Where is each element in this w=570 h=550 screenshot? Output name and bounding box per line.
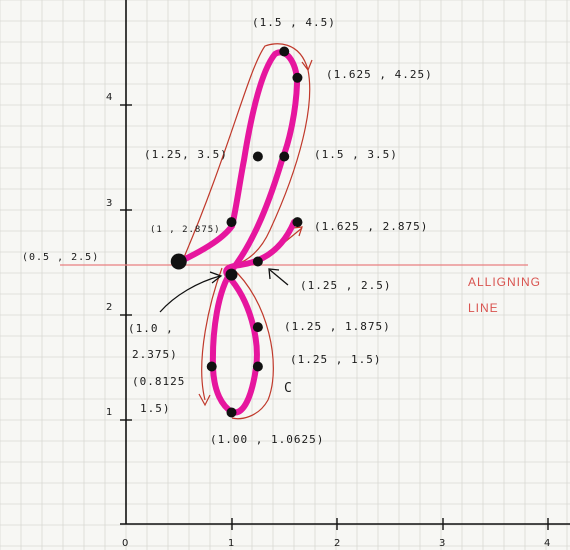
annotation-1-625-4-25: (1.625 , 4.25) bbox=[326, 68, 433, 81]
point-0 bbox=[279, 46, 290, 57]
point-7 bbox=[252, 256, 263, 267]
point-1 bbox=[292, 72, 303, 83]
point-9 bbox=[252, 322, 263, 333]
arrowhead-point-1-0-2-375 bbox=[209, 271, 223, 284]
point-10 bbox=[252, 361, 263, 372]
annotation-1-25-2-5: (1.25 , 2.5) bbox=[300, 279, 391, 292]
point-4 bbox=[226, 217, 237, 228]
points-layer bbox=[170, 46, 303, 418]
annotation-1-25-1-875: (1.25 , 1.875) bbox=[284, 320, 391, 333]
annotation-0-8125-line1: (0.8125 bbox=[132, 375, 185, 388]
y-tick-label-1: 1 bbox=[106, 407, 112, 418]
guide-arrowhead-right bbox=[292, 226, 303, 237]
x-tick-label-4: 4 bbox=[544, 538, 550, 549]
guide-arrowhead-upper bbox=[301, 59, 313, 72]
aligning-line-label-2: LINE bbox=[468, 301, 499, 315]
annotation-c: C bbox=[284, 381, 293, 396]
point-2 bbox=[279, 151, 290, 162]
aligning-line-label-1: ALLIGNING bbox=[468, 275, 541, 289]
annotation-1-5-3-5: (1.5 , 3.5) bbox=[314, 148, 398, 161]
annotation-0-8125-line2: 1.5) bbox=[140, 402, 171, 415]
guide-arrowhead-lower bbox=[198, 393, 211, 407]
y-tick-label-3: 3 bbox=[106, 198, 112, 209]
annotation-1-00-1-0625: (1.00 , 1.0625) bbox=[210, 433, 324, 446]
annotation-1-25-3-5: (1.25, 3.5) bbox=[144, 148, 228, 161]
x-tick-label-1: 1 bbox=[228, 538, 234, 549]
annotation-1-25-1-5: (1.25 , 1.5) bbox=[290, 353, 381, 366]
x-tick-label-2: 2 bbox=[334, 538, 340, 549]
y-tick-label-4: 4 bbox=[106, 92, 112, 103]
annotation-1-2-875: (1 , 2.875) bbox=[150, 225, 221, 235]
guide-stroke-upper bbox=[181, 43, 311, 266]
y-tick-marks bbox=[120, 104, 132, 421]
point-11 bbox=[206, 361, 217, 372]
x-tick-label-0: 0 bbox=[122, 538, 128, 549]
annotation-1-625-2-875: (1.625 , 2.875) bbox=[314, 220, 428, 233]
annotation-0-5-2-5: (0.5 , 2.5) bbox=[22, 252, 99, 263]
x-tick-marks bbox=[231, 518, 549, 530]
y-tick-label-2: 2 bbox=[106, 302, 112, 313]
arrow-to-point-1-25-2-5 bbox=[269, 269, 289, 286]
point-3 bbox=[252, 151, 263, 162]
point-8 bbox=[225, 268, 238, 281]
x-tick-label-3: 3 bbox=[439, 538, 445, 549]
guide-stroke-lower bbox=[201, 267, 274, 420]
arrow-to-point-1-0-2-375 bbox=[159, 275, 221, 313]
point-12 bbox=[226, 407, 237, 418]
curve-path bbox=[172, 49, 301, 416]
arrowhead-point-1-25-2-5 bbox=[268, 268, 280, 280]
point-5 bbox=[292, 217, 303, 228]
annotation-1-0-2-375-line2: 2.375) bbox=[132, 348, 178, 361]
annotation-1-0-2-375-line1: (1.0 , bbox=[128, 322, 174, 335]
annotation-1-5-4-5: (1.5 , 4.5) bbox=[252, 16, 336, 29]
point-6 bbox=[170, 253, 187, 270]
